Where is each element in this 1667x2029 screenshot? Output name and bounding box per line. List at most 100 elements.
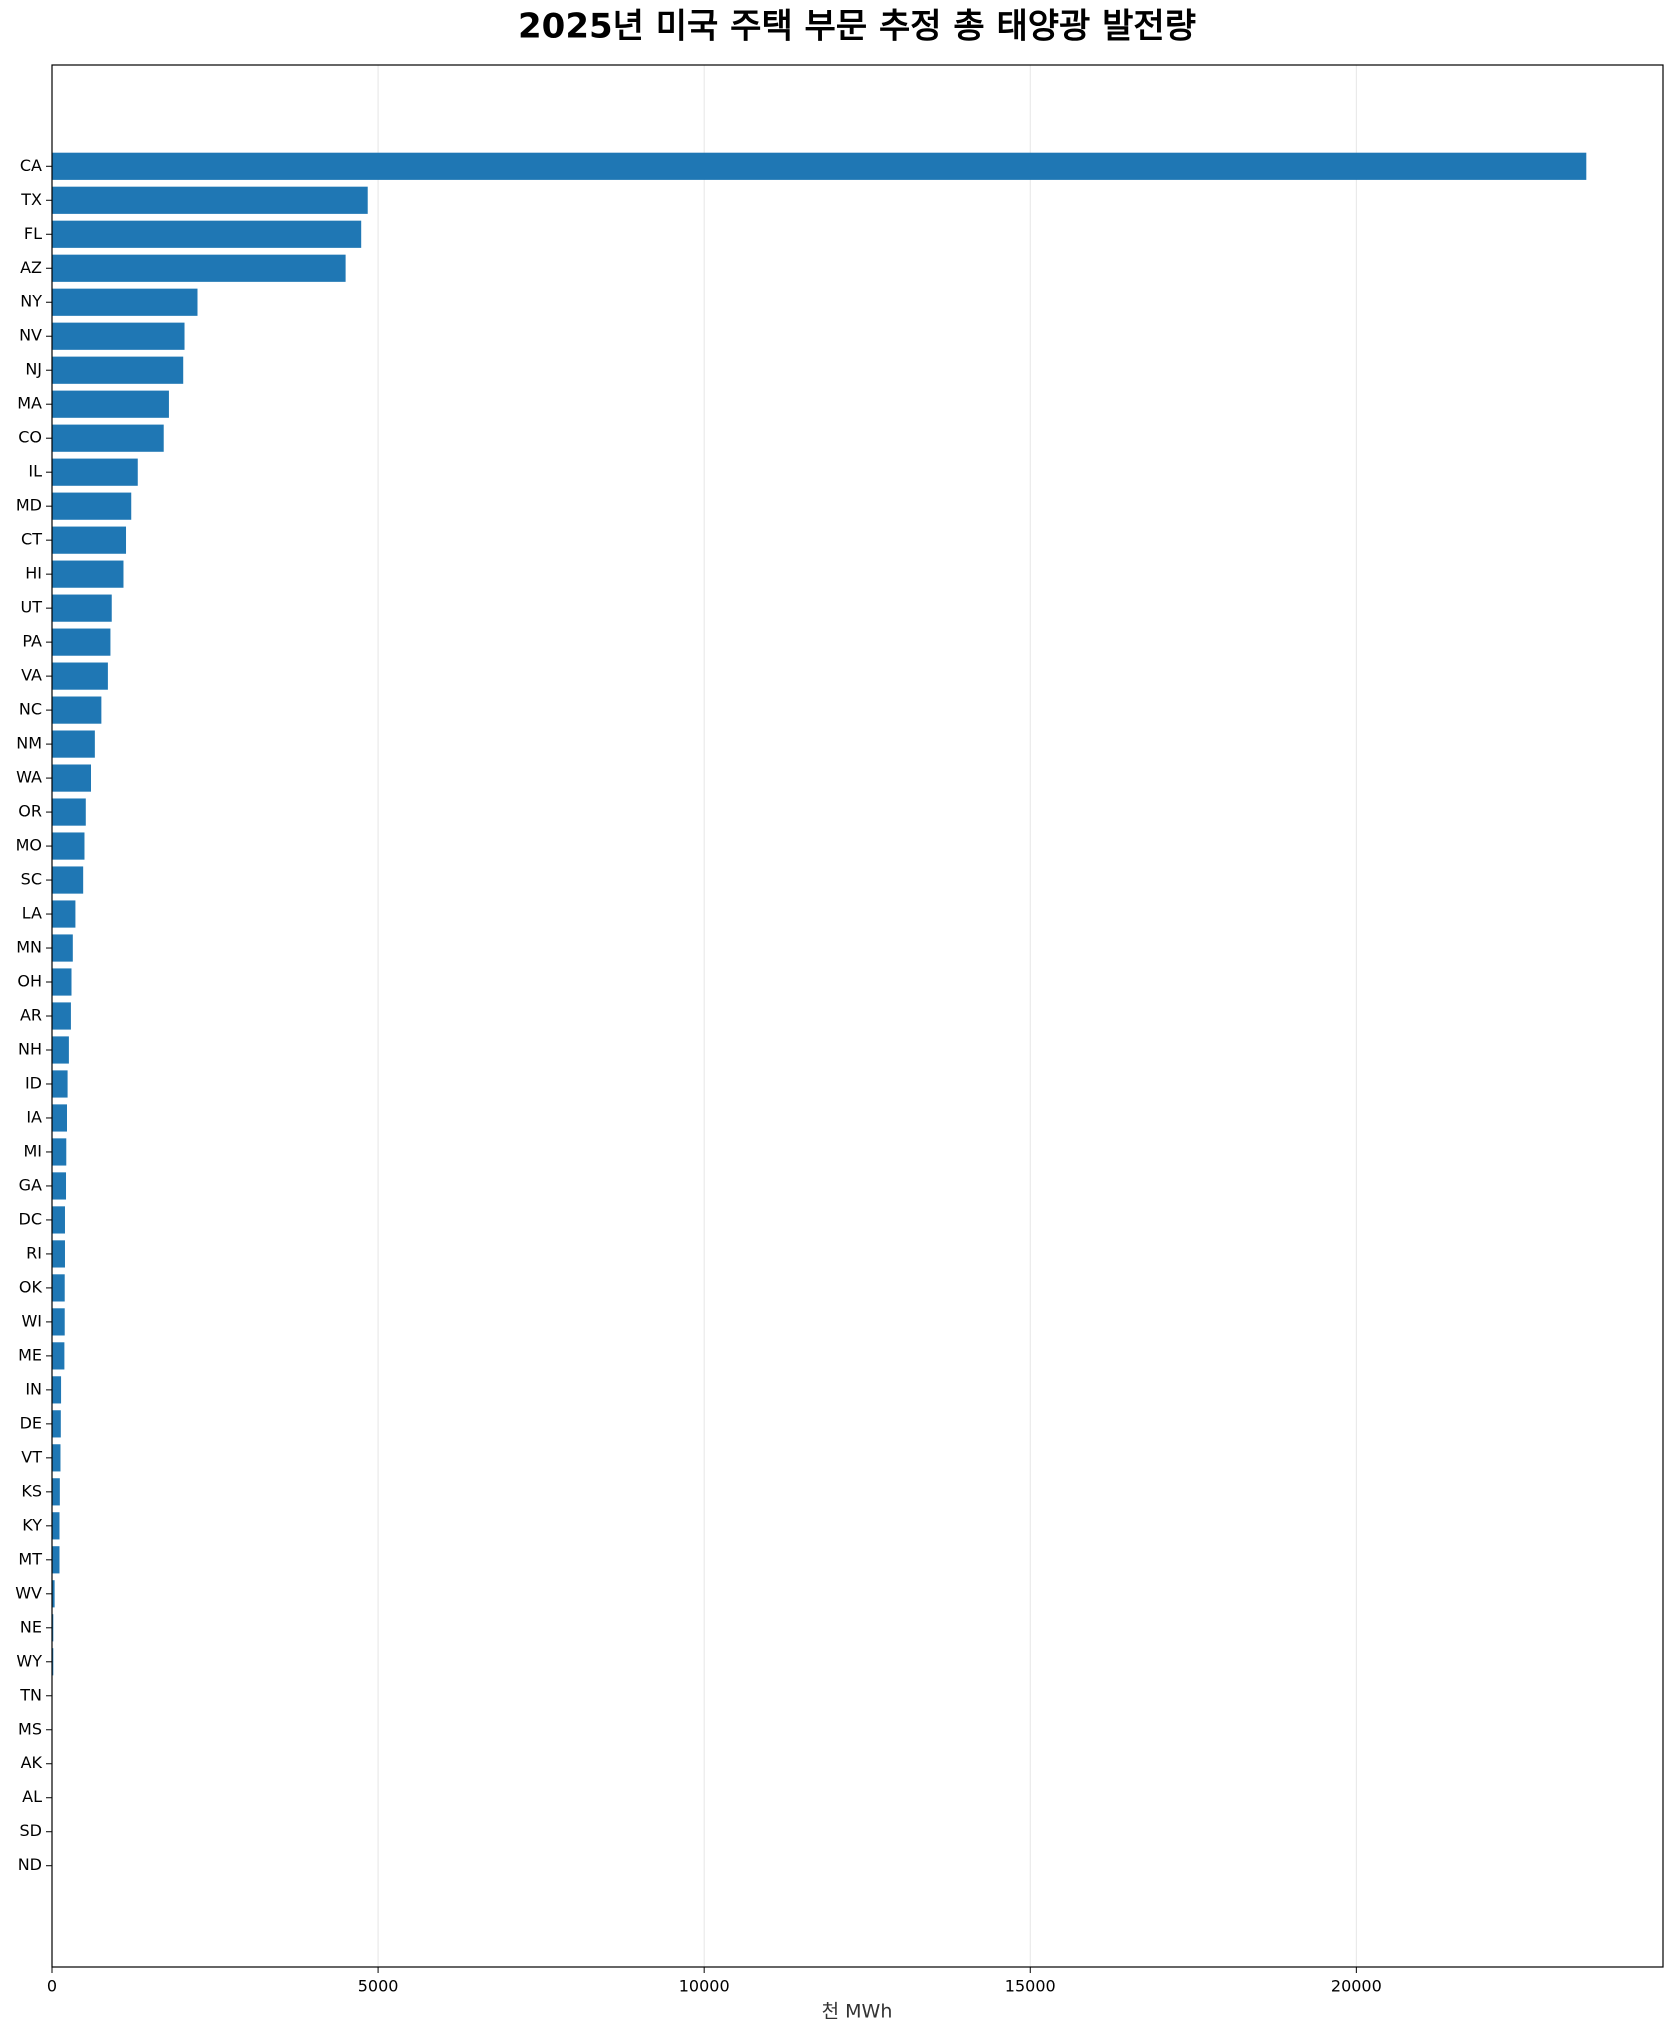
bar: [52, 1648, 54, 1676]
chart-title: 2025년 미국 주택 부문 추정 총 태양광 발전량: [518, 7, 1196, 47]
x-tick-label: 15000: [1005, 1977, 1056, 1996]
bar: [52, 1172, 67, 1200]
bar: [52, 696, 102, 724]
x-axis-label: 천 MWh: [822, 2001, 893, 2023]
y-tick-label: IL: [28, 462, 42, 481]
y-tick-label: KS: [21, 1481, 42, 1500]
y-tick-label: MN: [16, 938, 42, 957]
bar: [52, 900, 76, 928]
bar: [52, 1342, 65, 1370]
x-tick-label: 5000: [358, 1977, 399, 1996]
x-tick-label: 0: [47, 1977, 57, 1996]
bar: [52, 254, 346, 282]
bar: [52, 1444, 61, 1472]
y-tick-label: MD: [16, 496, 42, 515]
y-tick-label: WI: [21, 1311, 42, 1330]
bar: [52, 1546, 60, 1574]
bar: [52, 390, 169, 418]
bar: [52, 424, 164, 452]
bar: [52, 356, 184, 384]
bar: [52, 560, 124, 588]
y-tick-label: NJ: [25, 360, 42, 379]
y-tick-label: CT: [21, 530, 42, 549]
y-tick-label: WY: [16, 1651, 42, 1670]
bar: [52, 730, 95, 758]
bar: [52, 152, 1587, 180]
y-tick-label: IN: [25, 1379, 42, 1398]
y-tick-label: NM: [16, 734, 42, 753]
bar: [52, 1580, 55, 1608]
y-tick-label: OR: [18, 802, 42, 821]
y-tick-label: FL: [24, 224, 42, 243]
bar: [52, 186, 368, 214]
x-tick-label: 20000: [1331, 1977, 1382, 1996]
bar: [52, 1002, 71, 1030]
bar: [52, 1410, 61, 1438]
bar: [52, 526, 127, 554]
y-tick-label: OH: [17, 972, 42, 991]
y-tick-label: VA: [21, 666, 42, 685]
bar: [52, 798, 86, 826]
y-tick-label: ID: [25, 1073, 42, 1092]
y-tick-label: MS: [18, 1719, 42, 1738]
bar: [52, 1036, 69, 1064]
y-tick-label: NE: [20, 1617, 42, 1636]
y-tick-label: AZ: [20, 258, 42, 277]
bar: [52, 1240, 65, 1268]
bar: [52, 1104, 67, 1132]
bar: [52, 832, 85, 860]
y-tick-label: NV: [19, 326, 42, 345]
y-tick-label: AK: [21, 1753, 43, 1772]
y-tick-label: MI: [23, 1141, 42, 1160]
y-tick-label: RI: [26, 1243, 42, 1262]
bar: [52, 628, 111, 656]
y-tick-label: UT: [21, 598, 43, 617]
y-tick-label: MO: [16, 836, 42, 855]
y-tick-label: DC: [19, 1209, 43, 1228]
bar: [52, 1138, 67, 1166]
y-tick-label: KY: [22, 1515, 42, 1534]
bar: [52, 968, 72, 996]
bar: [52, 594, 112, 622]
y-tick-label: MT: [18, 1549, 42, 1568]
bar: [52, 458, 138, 486]
bar: [52, 1614, 54, 1642]
y-tick-label: VT: [21, 1447, 42, 1466]
bar: [52, 764, 91, 792]
bar: [52, 1070, 68, 1098]
y-tick-label: CA: [20, 156, 42, 175]
bar: [52, 1512, 60, 1540]
bar: [52, 1206, 65, 1234]
y-tick-label: DE: [20, 1413, 42, 1432]
y-tick-label: NY: [20, 292, 42, 311]
y-tick-label: ND: [18, 1855, 42, 1874]
bar: [52, 1308, 65, 1336]
bar: [52, 1274, 65, 1302]
bar: [52, 866, 84, 894]
bar: [52, 934, 73, 962]
bar: [52, 1478, 60, 1506]
y-tick-label: GA: [19, 1175, 42, 1194]
x-tick-label: 10000: [679, 1977, 730, 1996]
bar: [52, 288, 198, 316]
y-tick-label: SC: [21, 870, 42, 889]
y-tick-label: SD: [20, 1821, 42, 1840]
plot-frame: [51, 64, 1664, 1968]
y-tick-label: IA: [26, 1107, 42, 1126]
y-tick-label: LA: [22, 904, 42, 923]
bar: [52, 322, 185, 350]
bar: [52, 220, 362, 248]
y-tick-label: AR: [20, 1006, 42, 1025]
y-tick-label: ME: [18, 1345, 42, 1364]
bar: [52, 662, 108, 690]
y-tick-label: TN: [19, 1685, 42, 1704]
y-tick-label: WA: [16, 768, 42, 787]
y-tick-label: NH: [18, 1039, 42, 1058]
y-tick-label: MA: [17, 394, 42, 413]
y-tick-label: NC: [19, 700, 42, 719]
bar: [52, 1376, 62, 1404]
y-tick-label: PA: [22, 632, 42, 651]
bar: [52, 492, 132, 520]
y-tick-label: AL: [22, 1787, 42, 1806]
